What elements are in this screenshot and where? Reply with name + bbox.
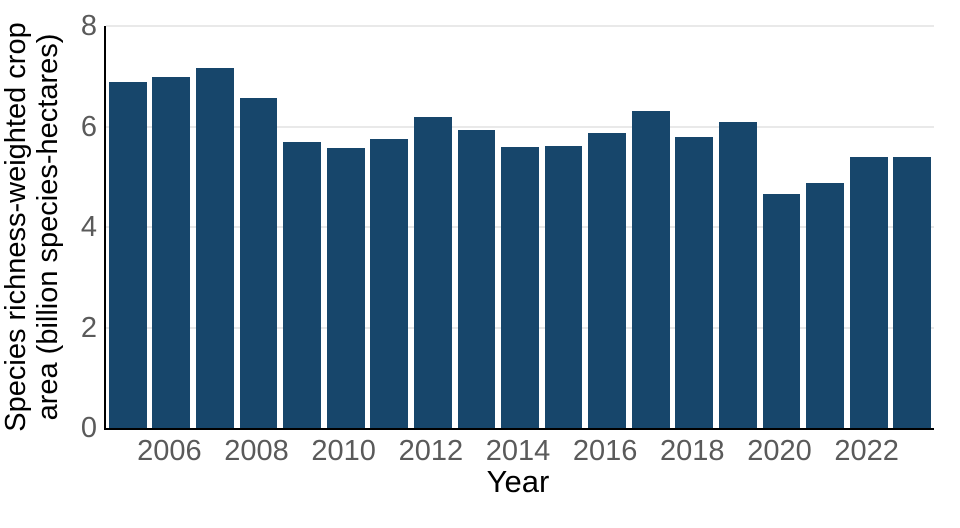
x-tick-2020: 2020 (747, 435, 812, 467)
bar-2017 (631, 110, 670, 428)
bar-2023 (893, 156, 932, 428)
bar-2008 (239, 97, 278, 428)
bar-2013 (457, 130, 496, 428)
bar-2014 (501, 146, 539, 428)
x-tick-2016: 2016 (572, 435, 638, 467)
bar-2006 (152, 77, 191, 428)
x-tick-2012: 2012 (398, 435, 464, 467)
y-tick-6: 6 (80, 110, 97, 143)
plot-area (104, 25, 934, 430)
y-tick-0: 0 (80, 412, 97, 444)
x-tick-2006: 2006 (137, 435, 202, 467)
x-tick-2022: 2022 (834, 435, 899, 467)
x-tick-2008: 2008 (224, 435, 289, 467)
y-tick-8: 8 (80, 10, 97, 42)
gridline-8 (106, 25, 934, 27)
bar-2021 (806, 182, 844, 428)
x-axis-label: Year (486, 464, 550, 499)
bar-2010 (326, 147, 365, 428)
x-tick-2018: 2018 (660, 435, 725, 467)
y-tick-2: 2 (80, 311, 97, 344)
bar-2009 (283, 142, 321, 428)
bar-2022 (849, 156, 888, 428)
bar-2015 (544, 145, 583, 428)
bar-2005 (108, 82, 147, 428)
bar-2019 (718, 122, 757, 428)
bar-2012 (413, 116, 452, 428)
bar-2011 (370, 139, 409, 428)
y-tick-4: 4 (80, 211, 97, 243)
bar-2018 (675, 136, 714, 428)
x-tick-2010: 2010 (311, 435, 376, 467)
bar-2020 (762, 193, 801, 428)
bar-2016 (588, 132, 627, 428)
x-tick-2014: 2014 (485, 435, 551, 467)
gridline-6 (106, 125, 934, 128)
bar-2007 (196, 68, 234, 428)
